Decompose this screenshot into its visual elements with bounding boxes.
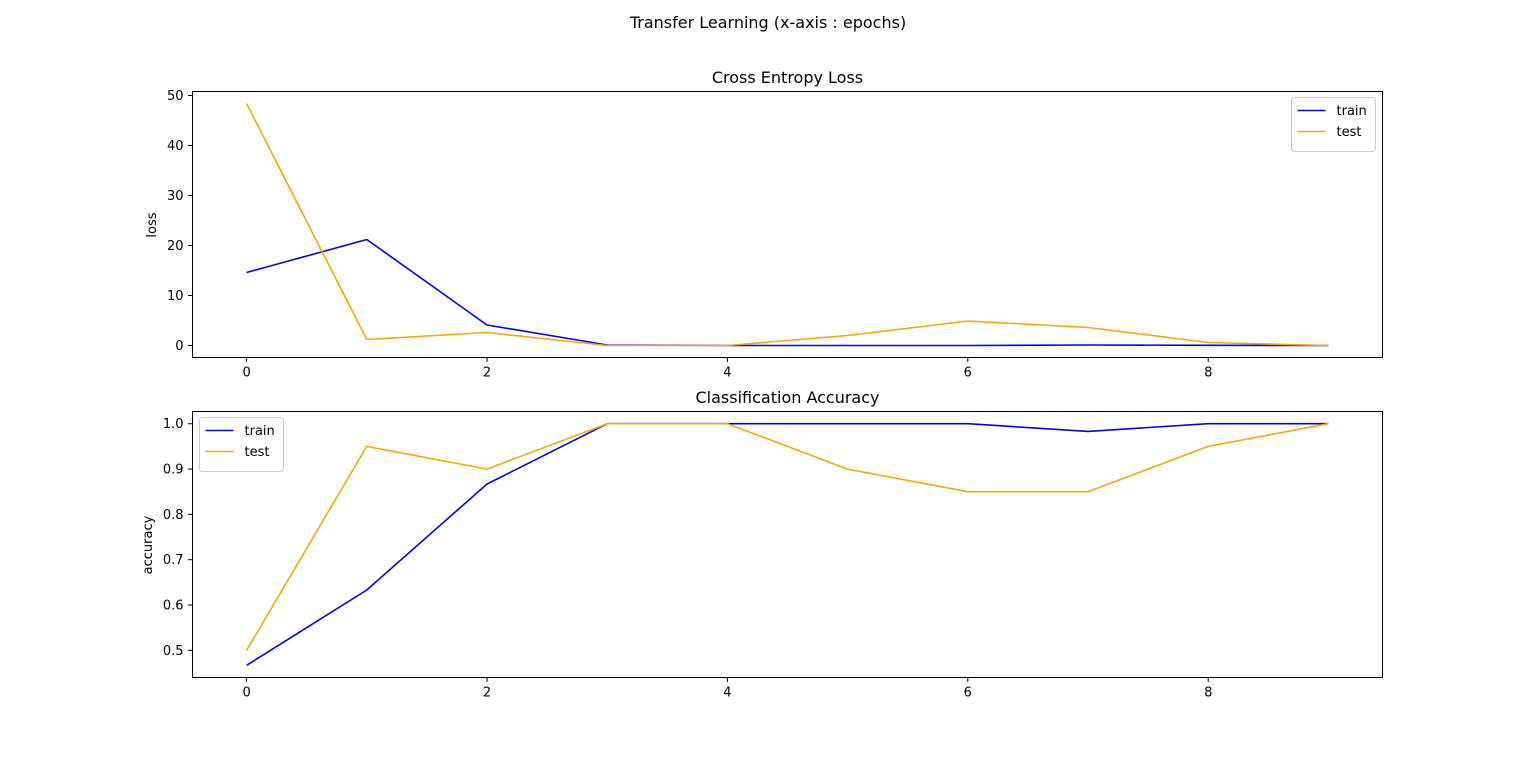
loss-chart-ytick-label: 50 bbox=[167, 89, 184, 104]
accuracy-chart-ticks: 0 2 4 6 8 0.5 0.6 0.7 0.8 0.9 1.0 bbox=[163, 417, 1213, 700]
accuracy-chart-ylabel: accuracy bbox=[141, 515, 156, 574]
figure-suptitle: Transfer Learning (x-axis : epochs) bbox=[629, 13, 906, 32]
accuracy-chart-frame bbox=[192, 411, 1383, 678]
loss-chart-legend-label-test: test bbox=[1337, 125, 1362, 140]
loss-chart-frame bbox=[192, 91, 1383, 358]
loss-chart-xtick-label: 0 bbox=[242, 366, 250, 381]
accuracy-chart-legend-label-train: train bbox=[245, 424, 275, 439]
accuracy-chart-lines bbox=[245, 422, 1329, 666]
accuracy-chart-ytick-label: 0.7 bbox=[163, 553, 184, 568]
accuracy-chart-series-test-line bbox=[245, 422, 1329, 651]
accuracy-chart-ytick-label: 1.0 bbox=[163, 417, 184, 432]
accuracy-chart-legend-label-test: test bbox=[245, 445, 270, 460]
accuracy-chart-ytick-label: 0.6 bbox=[163, 598, 184, 613]
loss-chart-legend: train test bbox=[1291, 97, 1376, 152]
accuracy-chart-legend: train test bbox=[199, 417, 284, 472]
accuracy-chart-series-train-line bbox=[246, 422, 1329, 666]
loss-chart-xtick-label: 2 bbox=[483, 366, 491, 381]
loss-chart-ylabel: loss bbox=[145, 212, 160, 237]
accuracy-chart: Classification Accuracy accuracy 0 2 4 6 8 0.… bbox=[141, 388, 1383, 701]
loss-chart-series-train-line bbox=[246, 238, 1329, 347]
loss-chart-ytick-label: 0 bbox=[175, 339, 183, 354]
loss-chart-xtick-label: 6 bbox=[964, 366, 972, 381]
accuracy-chart-ytick-label: 0.5 bbox=[163, 644, 184, 659]
loss-chart-title: Cross Entropy Loss bbox=[712, 68, 863, 87]
loss-chart-series-test-line bbox=[245, 103, 1329, 347]
accuracy-chart-xtick-label: 8 bbox=[1204, 686, 1212, 701]
accuracy-chart-xtick-label: 2 bbox=[483, 686, 491, 701]
loss-chart: Cross Entropy Loss loss 0 2 4 6 8 0 10 20 30 40 50… bbox=[145, 68, 1383, 381]
loss-chart-ytick-label: 40 bbox=[167, 139, 184, 154]
loss-chart-ticks: 0 2 4 6 8 0 10 20 30 40 50 bbox=[167, 89, 1212, 381]
loss-chart-ytick-label: 20 bbox=[167, 239, 184, 254]
accuracy-chart-ytick-label: 0.9 bbox=[163, 463, 184, 478]
loss-chart-lines bbox=[245, 103, 1329, 347]
loss-chart-ytick-label: 10 bbox=[167, 289, 184, 304]
loss-chart-ytick-label: 30 bbox=[167, 189, 184, 204]
accuracy-chart-xtick-label: 6 bbox=[964, 686, 972, 701]
loss-chart-xtick-label: 4 bbox=[723, 366, 731, 381]
accuracy-chart-xtick-label: 0 bbox=[242, 686, 250, 701]
accuracy-chart-xtick-label: 4 bbox=[723, 686, 731, 701]
loss-chart-legend-label-train: train bbox=[1337, 104, 1367, 119]
loss-chart-xtick-label: 8 bbox=[1204, 366, 1212, 381]
accuracy-chart-ytick-label: 0.8 bbox=[163, 508, 184, 523]
accuracy-chart-title: Classification Accuracy bbox=[696, 388, 880, 407]
